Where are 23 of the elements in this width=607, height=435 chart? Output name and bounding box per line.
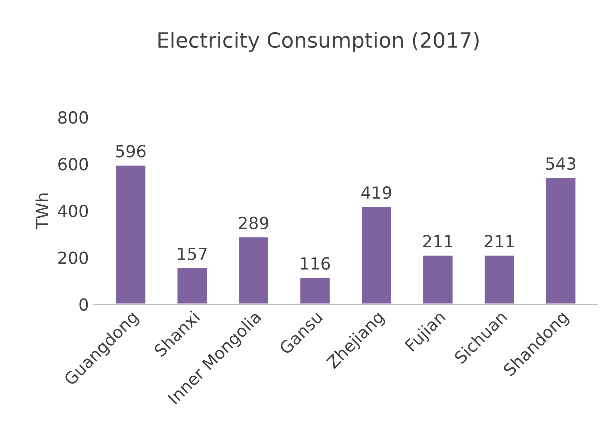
data-label: 419: [362, 186, 392, 200]
y-tick-label: 0: [80, 298, 88, 312]
data-label: 289: [239, 216, 269, 230]
data-label: 211: [423, 235, 453, 248]
bar: [422, 254, 454, 304]
bar: [238, 236, 270, 304]
bar: [176, 267, 208, 304]
y-tick-label: 400: [58, 204, 88, 218]
y-tick-label: 600: [58, 158, 88, 171]
data-label: 596: [116, 145, 146, 158]
data-label: 157: [178, 248, 207, 260]
bar: [484, 254, 516, 304]
y-tick-label: 200: [58, 252, 88, 264]
chart-title: Electricity Consumption (2017): [158, 32, 479, 52]
bar: [544, 176, 578, 304]
bar: [360, 206, 393, 304]
data-label: 211: [484, 235, 514, 248]
y-axis-title: TWh: [36, 194, 48, 230]
data-label: 116: [301, 257, 330, 270]
bar: [114, 164, 148, 304]
y-tick-label: 800: [58, 111, 88, 124]
bar: [299, 276, 332, 304]
data-label: 543: [546, 158, 576, 170]
